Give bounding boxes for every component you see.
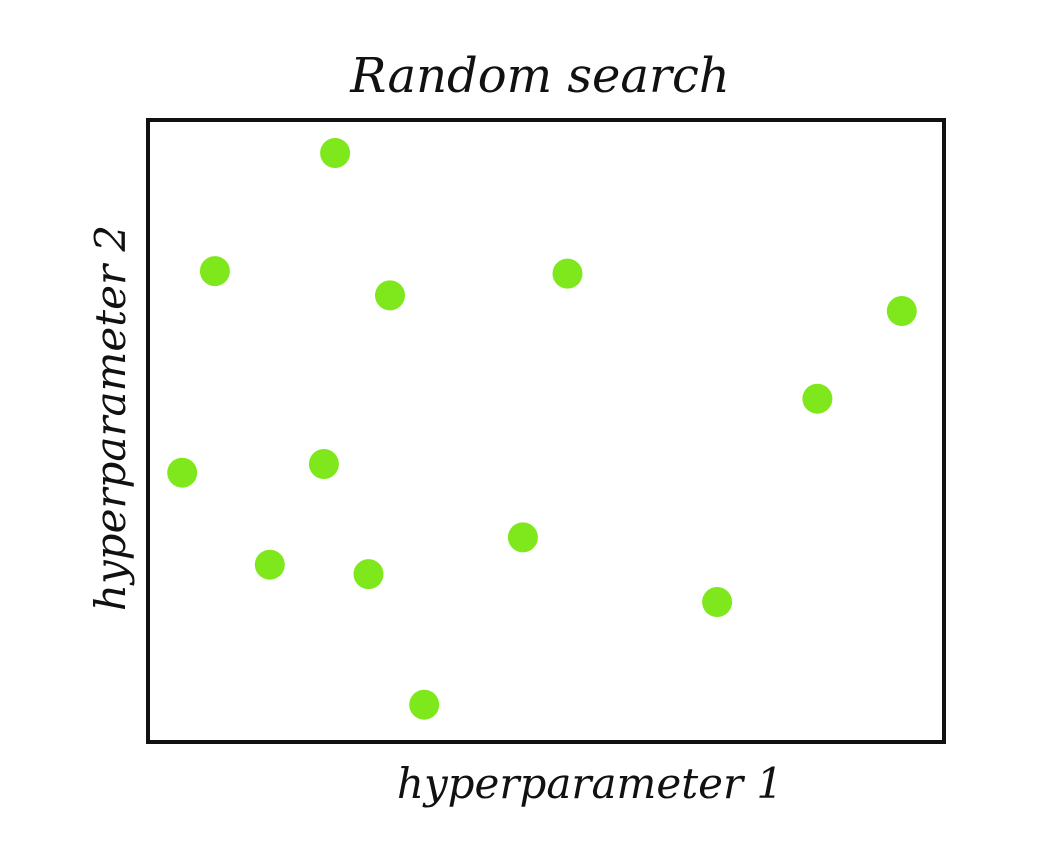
plot-frame	[146, 118, 946, 744]
scatter-point	[199, 256, 230, 287]
scatter-point	[254, 549, 285, 580]
scatter-point	[353, 559, 384, 590]
scatter-point	[507, 522, 538, 553]
chart-title: Random search	[349, 48, 730, 104]
scatter-point	[409, 689, 440, 720]
scatter-point	[167, 457, 198, 488]
scatter-point	[375, 280, 405, 311]
scatter-point	[702, 587, 733, 617]
scatter-point	[308, 449, 339, 479]
scatter-point	[886, 296, 917, 326]
scatter-point	[802, 383, 833, 414]
scatter-point	[552, 258, 583, 289]
scatter-point	[320, 138, 351, 168]
x-axis-label: hyperparameter 1	[397, 759, 783, 808]
scatter-points	[167, 138, 917, 720]
y-axis-label: hyperparameter 2	[86, 225, 135, 611]
